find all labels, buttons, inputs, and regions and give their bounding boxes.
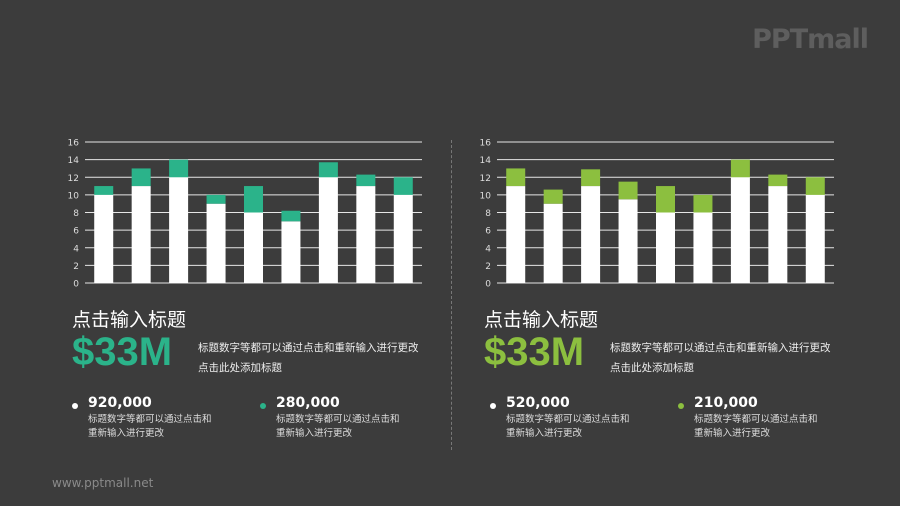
bar-segment-1 (244, 186, 263, 213)
dot-icon (678, 403, 684, 409)
bar-segment-1 (281, 210, 301, 222)
bar-segment-1 (618, 181, 638, 200)
y-tick-label: 10 (68, 191, 80, 201)
bar-segment-0 (206, 203, 226, 283)
bar-chart-left: 0 2 4 6 8 10 12 14 16 (68, 139, 422, 290)
panel-description: 标题数字等都可以通过点击和重新输入进行更改 点击此处添加标题 (610, 342, 831, 374)
y-tick-label: 2 (485, 262, 491, 272)
y-tick-label: 8 (485, 209, 491, 219)
y-tick-label: 14 (68, 156, 80, 166)
footer-url[interactable]: www.pptmall.net (52, 476, 154, 490)
bar-segment-0 (506, 186, 526, 283)
bar-segment-1 (730, 159, 750, 178)
bar-segment-0 (656, 212, 675, 283)
y-tick-label: 6 (485, 227, 491, 237)
y-tick-label: 12 (68, 174, 79, 184)
dot-icon (260, 403, 266, 409)
dot-icon (490, 403, 496, 409)
bar-segment-0 (94, 194, 114, 283)
bar-segment-0 (244, 212, 263, 283)
bar-segment-1 (543, 189, 563, 204)
bar-segment-0 (768, 186, 788, 283)
stat-1: 920,000 标题数字等都可以通过点击和重新输入进行更改 (72, 395, 212, 441)
bar-segment-0 (393, 194, 413, 283)
y-tick-label: 4 (485, 244, 491, 254)
stat-text: 标题数字等都可以通过点击和重新输入进行更改 (88, 414, 212, 439)
y-tick-label: 14 (480, 156, 492, 166)
panel-description: 标题数字等都可以通过点击和重新输入进行更改 点击此处添加标题 (198, 342, 419, 374)
stat-2: 280,000 标题数字等都可以通过点击和重新输入进行更改 (260, 395, 400, 441)
dot-icon (72, 403, 78, 409)
bar-segment-1 (169, 159, 189, 178)
bar-chart-right: 0 2 4 6 8 10 12 14 16 (480, 139, 834, 290)
y-tick-label: 16 (480, 139, 492, 149)
bar-segment-0 (318, 177, 338, 283)
panel-title: 点击输入标题 (484, 309, 599, 331)
bar-segment-1 (506, 168, 526, 187)
bar-segment-1 (581, 169, 601, 187)
bar-segment-0 (169, 177, 189, 283)
stat-value: 520,000 (506, 395, 570, 411)
bar-segment-1 (805, 177, 825, 195)
bar-segment-0 (131, 186, 151, 283)
panel-title: 点击输入标题 (72, 309, 187, 331)
bar-segment-0 (618, 199, 638, 283)
y-tick-label: 6 (73, 227, 79, 237)
bar-segment-0 (805, 194, 825, 283)
bar-segment-0 (543, 203, 563, 283)
bar-segment-1 (356, 174, 376, 187)
stat-value: 280,000 (276, 395, 340, 411)
bar-segment-0 (581, 186, 601, 283)
bar-segment-0 (693, 212, 713, 283)
y-tick-label: 10 (480, 191, 492, 201)
y-tick-label: 8 (73, 209, 79, 219)
stat-1: 520,000 标题数字等都可以通过点击和重新输入进行更改 (490, 395, 630, 441)
bar-segment-1 (318, 162, 338, 178)
bar-segment-1 (206, 194, 226, 204)
bar-segment-0 (730, 177, 750, 283)
bar-segment-0 (356, 186, 376, 283)
big-number: $33M (72, 330, 173, 374)
bar-segment-1 (393, 177, 413, 195)
y-tick-label: 12 (480, 174, 491, 184)
y-tick-label: 0 (73, 280, 79, 290)
y-tick-label: 2 (73, 262, 79, 272)
stat-2: 210,000 标题数字等都可以通过点击和重新输入进行更改 (678, 395, 818, 441)
stat-text: 标题数字等都可以通过点击和重新输入进行更改 (506, 414, 630, 439)
bar-segment-1 (94, 186, 114, 195)
stat-text: 标题数字等都可以通过点击和重新输入进行更改 (694, 414, 818, 439)
stat-value: 210,000 (694, 395, 758, 411)
divider (451, 140, 452, 450)
stat-text: 标题数字等都可以通过点击和重新输入进行更改 (276, 414, 400, 439)
y-tick-label: 4 (73, 244, 79, 254)
y-tick-label: 16 (68, 139, 80, 149)
bar-segment-1 (656, 186, 675, 213)
pptmall-logo: PPTmall (752, 24, 869, 55)
bar-segment-1 (693, 194, 713, 213)
bar-segment-0 (281, 221, 301, 283)
stat-value: 920,000 (88, 395, 152, 411)
bar-segment-1 (768, 174, 788, 187)
y-tick-label: 0 (485, 280, 491, 290)
bar-segment-1 (131, 168, 151, 187)
big-number: $33M (484, 330, 585, 374)
